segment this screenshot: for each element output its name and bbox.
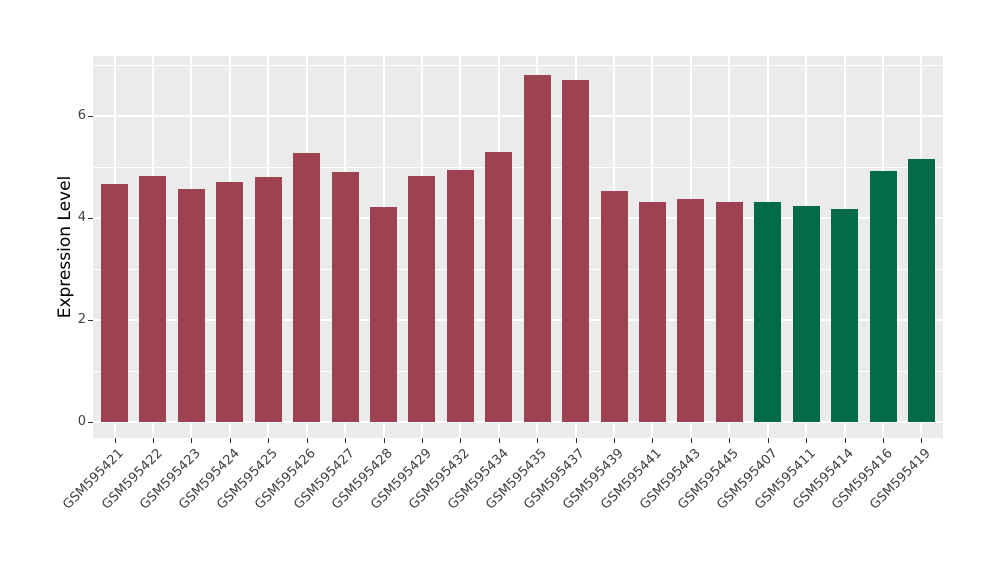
minor-gridline-y5 <box>93 167 943 168</box>
x-tick-mark-GSM595407 <box>767 438 769 443</box>
x-tick-mark-GSM595419 <box>921 438 923 443</box>
x-tick-mark-GSM595437 <box>575 438 577 443</box>
x-tick-mark-GSM595428 <box>383 438 385 443</box>
bar-GSM595441 <box>638 202 666 422</box>
bar-GSM595432 <box>446 169 474 422</box>
x-tick-mark-GSM595422 <box>152 438 154 443</box>
bar-GSM595429 <box>408 176 436 422</box>
x-tick-mark-GSM595421 <box>114 438 116 443</box>
bar-GSM595419 <box>907 158 935 422</box>
x-tick-mark-GSM595416 <box>883 438 885 443</box>
y-tick-mark-6 <box>88 116 93 117</box>
x-tick-mark-GSM595434 <box>498 438 500 443</box>
bar-GSM595421 <box>101 183 129 422</box>
x-tick-mark-GSM595445 <box>729 438 731 443</box>
bar-GSM595445 <box>715 202 743 422</box>
y-tick-mark-0 <box>88 422 93 423</box>
bar-GSM595416 <box>869 171 897 422</box>
x-tick-mark-GSM595441 <box>652 438 654 443</box>
bar-GSM595443 <box>677 199 705 422</box>
x-tick-mark-GSM595427 <box>345 438 347 443</box>
y-axis-title-text: Expression Level <box>55 175 75 319</box>
x-tick-mark-GSM595429 <box>421 438 423 443</box>
bar-GSM595439 <box>600 191 628 422</box>
y-tick-label-4: 4 <box>77 210 86 225</box>
bar-GSM595428 <box>370 206 397 422</box>
x-tick-mark-GSM595424 <box>229 438 231 443</box>
minor-gridline-y3 <box>93 269 943 270</box>
y-tick-mark-4 <box>88 218 93 219</box>
bar-GSM595425 <box>254 177 282 422</box>
major-gridline-y6 <box>93 115 943 117</box>
x-tick-mark-GSM595411 <box>806 438 808 443</box>
minor-gridline-y1 <box>93 371 943 372</box>
bar-GSM595427 <box>331 171 359 422</box>
y-tick-mark-2 <box>88 320 93 321</box>
bar-GSM595434 <box>485 152 513 422</box>
bar-GSM595424 <box>216 182 244 422</box>
x-tick-mark-GSM595443 <box>690 438 692 443</box>
x-tick-mark-GSM595439 <box>614 438 616 443</box>
bar-GSM595411 <box>792 206 820 422</box>
y-tick-label-2: 2 <box>77 312 86 327</box>
y-tick-label-0: 0 <box>77 414 86 429</box>
x-tick-mark-GSM595425 <box>268 438 270 443</box>
y-tick-label-6: 6 <box>77 108 86 123</box>
x-tick-mark-GSM595423 <box>191 438 193 443</box>
bar-GSM595423 <box>177 188 205 422</box>
major-gridline-y0 <box>93 421 943 423</box>
bar-GSM595414 <box>831 209 859 422</box>
major-gridline-y4 <box>93 217 943 219</box>
x-tick-mark-GSM595426 <box>306 438 308 443</box>
bar-GSM595426 <box>293 153 321 422</box>
x-tick-mark-GSM595432 <box>460 438 462 443</box>
bar-GSM595437 <box>562 79 590 422</box>
bar-GSM595407 <box>754 202 782 422</box>
bar-GSM595435 <box>523 74 551 422</box>
x-tick-mark-GSM595414 <box>844 438 846 443</box>
plot-panel <box>93 56 943 438</box>
minor-gridline-y7 <box>93 65 943 66</box>
x-tick-mark-GSM595435 <box>537 438 539 443</box>
major-gridline-y2 <box>93 319 943 321</box>
bar-GSM595422 <box>139 176 167 422</box>
